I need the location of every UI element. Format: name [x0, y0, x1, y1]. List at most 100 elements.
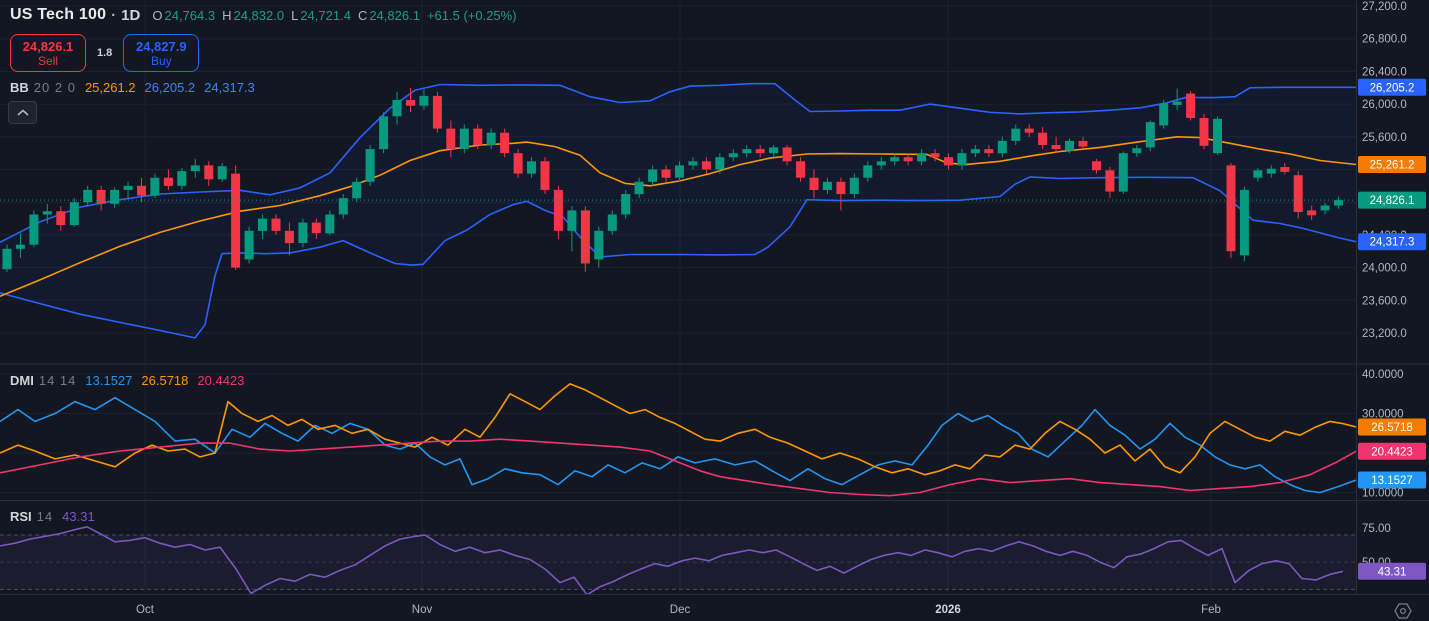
candle-body	[1172, 101, 1182, 105]
candle-body	[42, 211, 52, 215]
candle-body	[970, 149, 980, 154]
rsi-legend[interactable]: RSI 14 43.31	[10, 509, 104, 524]
candle-body	[473, 128, 483, 145]
high-value: 24,832.0	[233, 7, 285, 23]
candle-body	[1280, 167, 1290, 172]
candle-body	[1253, 170, 1263, 178]
rsi-name: RSI	[10, 509, 32, 524]
dmi-params: 14 14	[38, 373, 77, 388]
candle-body	[755, 149, 765, 154]
timeframe-label[interactable]: 1D	[121, 6, 141, 24]
axis-badge	[1358, 442, 1426, 460]
rsi-panel	[0, 525, 1356, 594]
candle-body	[352, 181, 362, 199]
dmi-adx-value: 20.4423	[197, 373, 245, 388]
candle-body	[648, 169, 658, 182]
sell-price: 24,826.1	[22, 38, 74, 54]
candle-body	[137, 185, 146, 196]
candle-body	[379, 116, 389, 150]
svg-text:26,800.0: 26,800.0	[1362, 34, 1407, 46]
bb-fill	[0, 83, 1356, 338]
price-axis-labels[interactable]: 27,200.0 26,800.0 26,400.0 26,000.0 25,600.0…	[1362, 1, 1407, 569]
bb-basis-value: 25,261.2	[84, 80, 136, 95]
dmi-minus-di-value: 26.5718	[141, 373, 189, 388]
candle-body	[190, 165, 200, 172]
candle-body	[1186, 93, 1196, 118]
bb-name: BB	[10, 80, 29, 95]
candle-body	[1307, 210, 1317, 216]
candle-body	[944, 157, 953, 166]
time-label: Oct	[136, 604, 155, 616]
candle-body	[1199, 118, 1209, 146]
candle-body	[917, 153, 927, 162]
candle-body	[1024, 128, 1034, 133]
candle-body	[782, 147, 792, 162]
candle-body	[1038, 132, 1048, 145]
dmi-legend[interactable]: DMI 14 14 13.1527 26.5718 20.4423	[10, 373, 253, 388]
symbol-separator: ·	[111, 6, 117, 24]
svg-text:26,205.2: 26,205.2	[1370, 82, 1415, 94]
candle-body	[930, 153, 940, 158]
candle-body	[675, 165, 684, 178]
symbol-name[interactable]: US Tech 100	[10, 6, 107, 23]
candle-body	[688, 161, 698, 166]
time-label: Nov	[412, 604, 433, 616]
candle-body	[432, 95, 442, 129]
candle-body	[163, 177, 173, 186]
collapse-legend-button[interactable]	[8, 101, 37, 124]
hexagon-circle-icon[interactable]	[1394, 603, 1412, 619]
candle-body	[177, 171, 187, 186]
rsi-params: 14	[36, 509, 54, 524]
axis-badge	[1358, 471, 1426, 489]
candle-body	[311, 222, 321, 234]
candle-body	[728, 153, 738, 158]
sell-button[interactable]: 24,826.1 Sell	[10, 34, 86, 72]
candle-body	[204, 165, 214, 180]
svg-text:26,400.0: 26,400.0	[1362, 66, 1407, 78]
candle-body	[527, 161, 536, 174]
axis-badge	[1358, 78, 1426, 96]
candle-body	[1293, 175, 1303, 212]
time-label: Dec	[670, 604, 691, 616]
candle-body	[231, 173, 241, 268]
candle-body	[1159, 103, 1169, 126]
candle-body	[769, 147, 779, 154]
candle-body	[863, 165, 873, 178]
candle-body	[634, 181, 644, 195]
candle-body	[1226, 165, 1236, 252]
candle-body	[580, 210, 590, 264]
time-label: Feb	[1201, 604, 1221, 616]
candle-body	[284, 230, 294, 244]
svg-text:30.0000: 30.0000	[1362, 409, 1404, 421]
candle-body	[271, 218, 281, 231]
candle-body	[621, 194, 631, 215]
time-label: 2026	[935, 604, 961, 616]
candle-body	[1105, 170, 1115, 192]
svg-text:25,600.0: 25,600.0	[1362, 132, 1407, 144]
candle-body	[298, 222, 308, 243]
candle-body	[1334, 200, 1343, 206]
symbol-legend[interactable]: US Tech 100 · 1D O 24,764.3 H 24,832.0 L…	[10, 6, 517, 24]
time-axis-labels[interactable]: Oct Nov Dec 2026 Feb	[136, 604, 1221, 616]
dmi-minus_di-line	[0, 383, 1356, 476]
candle-body	[258, 218, 267, 231]
axis-badge	[1358, 191, 1426, 209]
bb-upper-value: 26,205.2	[144, 80, 196, 95]
candle-body	[997, 140, 1007, 154]
candle-body	[69, 202, 79, 226]
candle-body	[446, 128, 456, 149]
bb-legend[interactable]: BB 20 2 0 25,261.2 26,205.2 24,317.3	[10, 80, 264, 95]
bb-upper-line	[0, 82, 1356, 244]
candle-body	[96, 189, 106, 204]
svg-text:13.1527: 13.1527	[1371, 475, 1413, 487]
bb-lower-value: 24,317.3	[204, 80, 255, 95]
change-value: +61.5 (+0.25%)	[426, 7, 517, 23]
candle-body	[1065, 140, 1074, 151]
candle-body	[742, 149, 752, 154]
candle-body	[701, 161, 711, 170]
svg-text:24,317.3: 24,317.3	[1370, 237, 1415, 249]
svg-text:26,000.0: 26,000.0	[1362, 99, 1407, 111]
buy-button[interactable]: 24,827.9 Buy	[123, 34, 200, 72]
